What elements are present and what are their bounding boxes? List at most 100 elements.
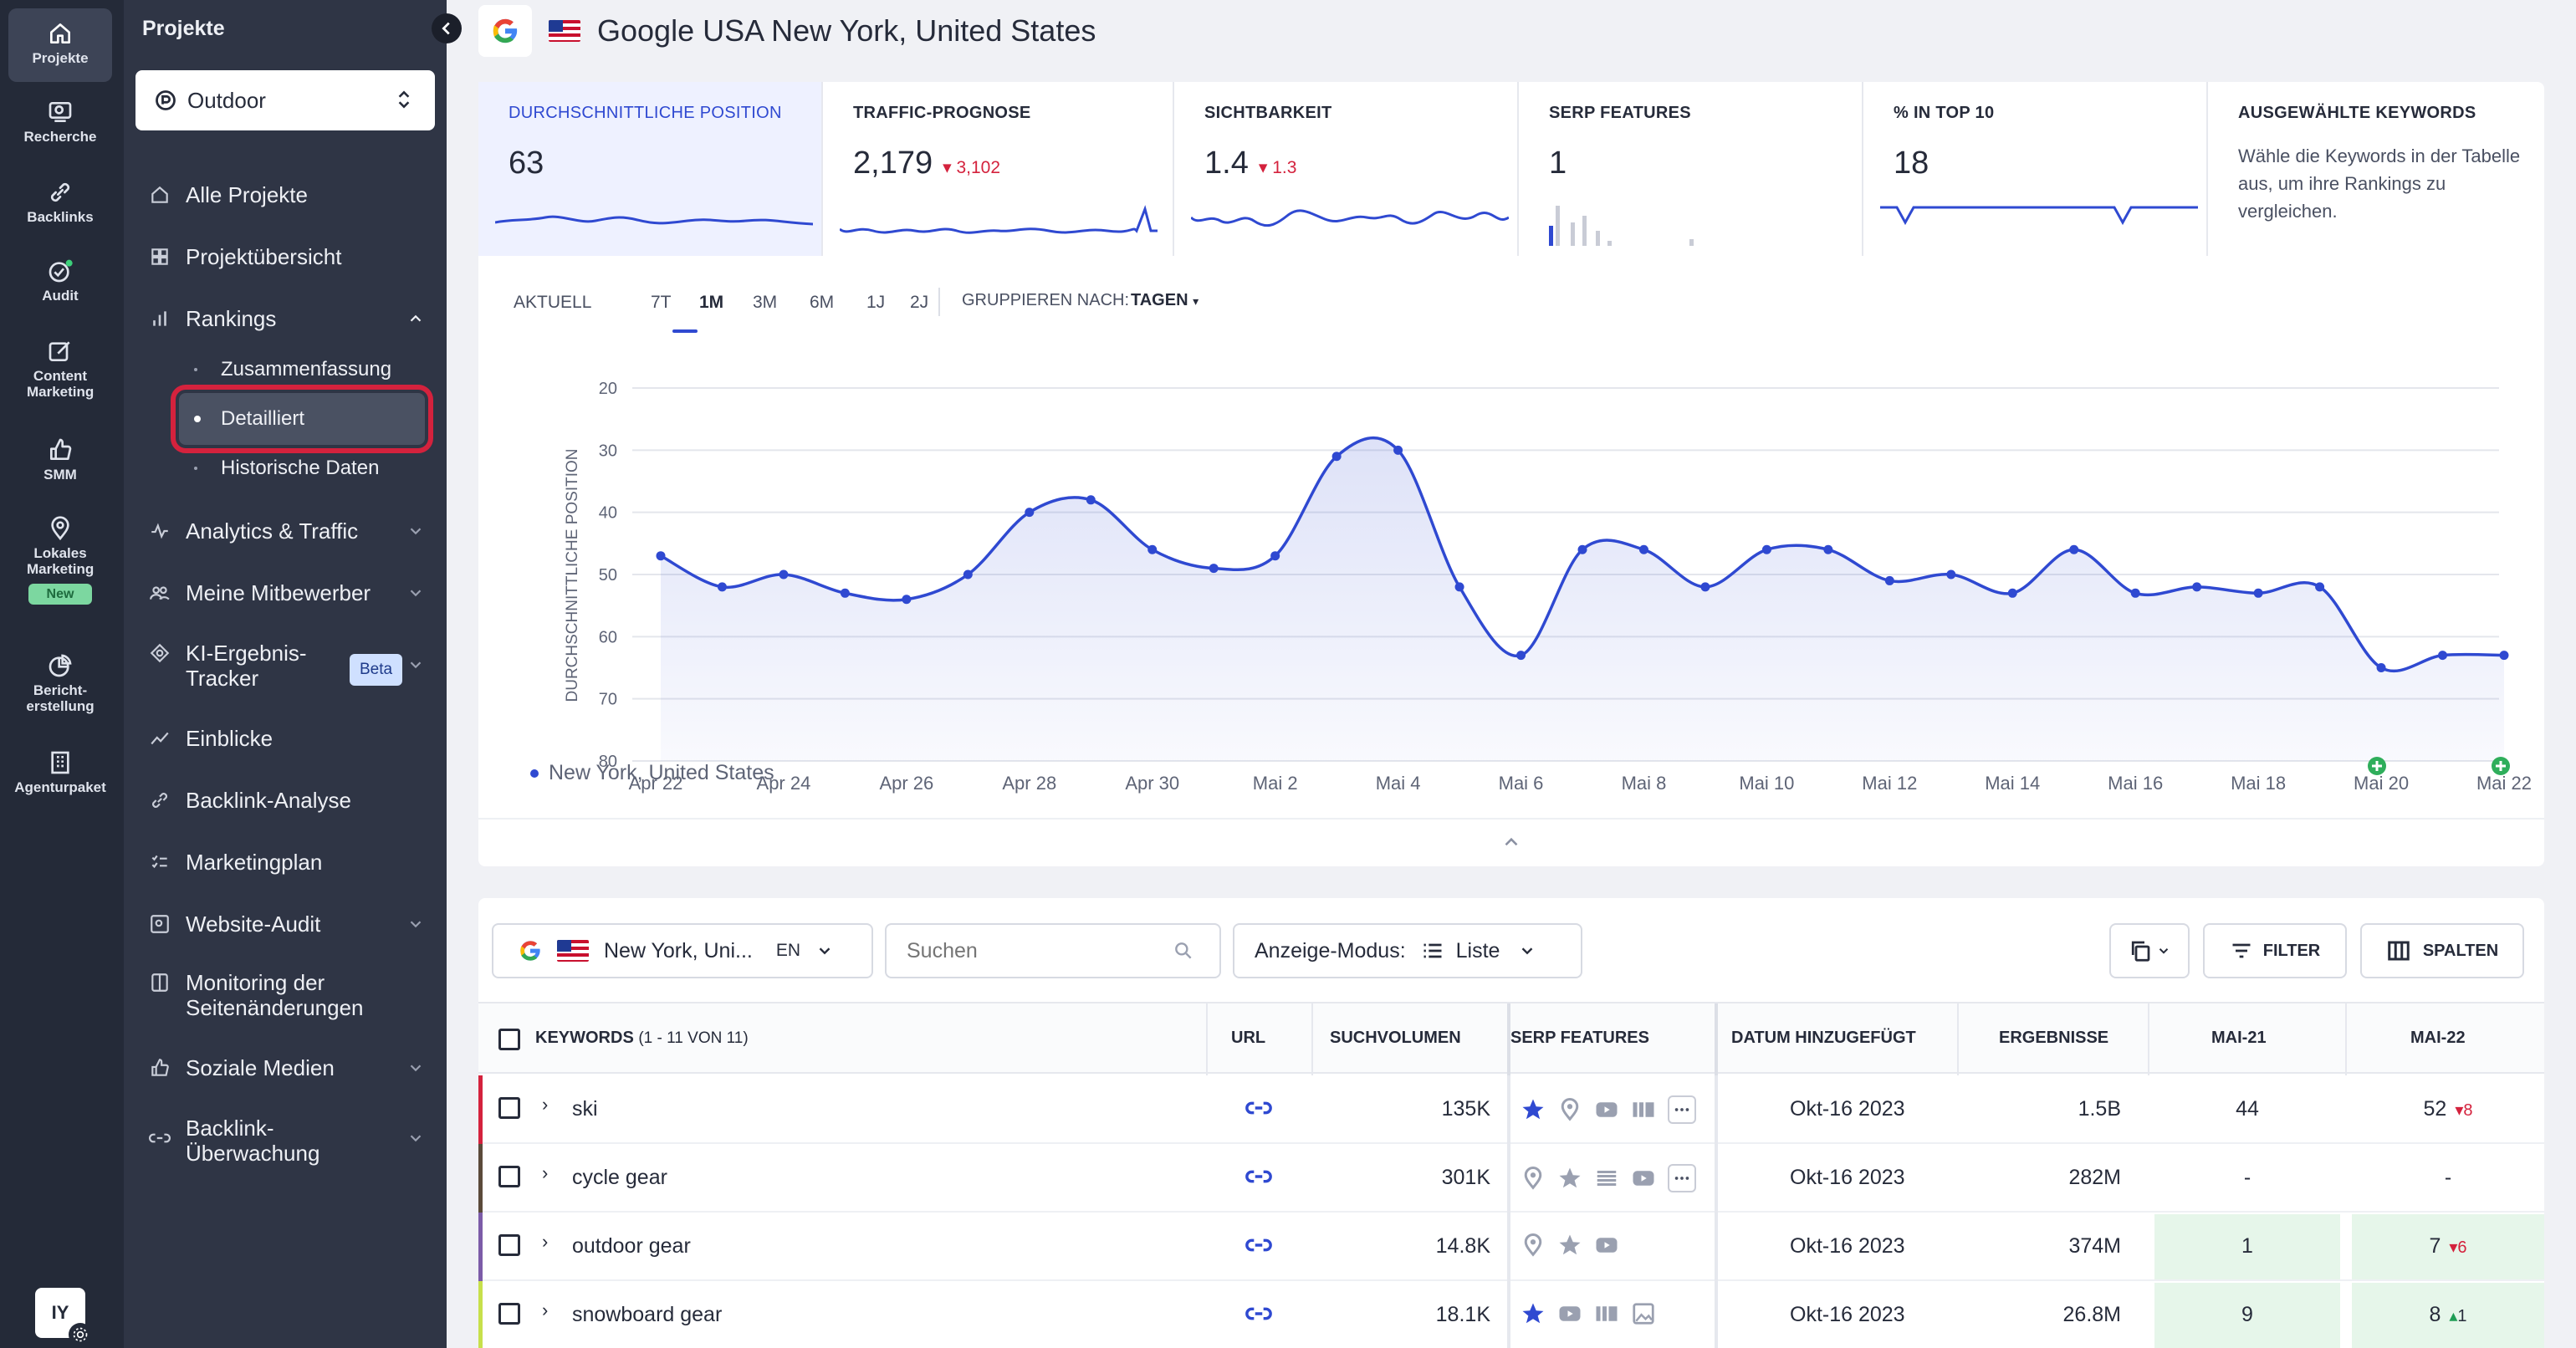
metric-delta: ▾ 1.3 (1258, 158, 1297, 177)
col-date-added[interactable]: DATUM HINZUGEFÜGT (1731, 1029, 1916, 1047)
serp-column-sep (1507, 1144, 1510, 1213)
chevron-down-icon (1522, 947, 1533, 955)
data-point (1393, 445, 1403, 455)
rail-item-audit[interactable]: Audit (8, 258, 112, 304)
nav-website-audit[interactable]: Website-Audit (149, 911, 425, 937)
search-box[interactable] (885, 923, 1221, 978)
col-volume[interactable]: SUCHVOLUMEN (1330, 1029, 1461, 1047)
rail-item-recherche[interactable]: Recherche (8, 99, 112, 145)
rail-item-projekte[interactable]: Projekte (8, 8, 112, 82)
url-link-icon[interactable] (1245, 1162, 1273, 1191)
display-mode-dropdown[interactable]: Anzeige-Modus: Liste (1233, 923, 1582, 978)
col-mai-22[interactable]: MAI-22 (2410, 1029, 2466, 1047)
location-selector[interactable]: New York, Uni... EN (492, 923, 873, 978)
more-features-button[interactable] (1668, 1095, 1696, 1124)
keyword-cell[interactable]: ski (572, 1097, 598, 1121)
chevron-down-icon (410, 661, 422, 669)
rail-item-lokales-marketing[interactable]: Lokales Marketing New (8, 515, 112, 605)
select-all-checkbox[interactable] (498, 1029, 520, 1050)
range-button-1m[interactable]: 1M (699, 293, 724, 312)
rail-item-berichterstellung[interactable]: Bericht-erstellung (8, 652, 112, 714)
us-flag-icon (557, 940, 589, 962)
y-tick-label: 60 (599, 628, 617, 646)
nav-backlink-ueberwachung[interactable]: Backlink-Überwachung (149, 1116, 425, 1166)
expand-row-chevron-icon[interactable]: › (542, 1094, 549, 1115)
nav-backlink-analyse[interactable]: Backlink-Analyse (149, 788, 425, 813)
rail-item-backlinks[interactable]: Backlinks (8, 179, 112, 225)
metric-traffic-forecast[interactable]: TRAFFIC-PROGNOSE 2,179 ▾ 3,102 (823, 82, 1174, 256)
nav-rankings[interactable]: Rankings (149, 306, 425, 331)
settings-gear-icon[interactable] (69, 1323, 92, 1346)
rank-mai-22-cell: 8 ▴1 (2429, 1303, 2467, 1326)
nav-marketingplan[interactable]: Marketingplan (149, 850, 425, 875)
more-features-button[interactable] (1668, 1164, 1696, 1192)
divider (938, 288, 940, 316)
col-mai-21[interactable]: MAI-21 (2211, 1029, 2267, 1047)
nav-sub-historische-daten[interactable]: Historische Daten (179, 455, 425, 482)
range-button-aktuell[interactable]: AKTUELL (514, 293, 592, 312)
nav-sub-detailliert[interactable]: Detailliert (171, 385, 433, 453)
keyword-cell[interactable]: snowboard gear (572, 1303, 723, 1326)
columns-button[interactable]: SPALTEN (2360, 923, 2524, 978)
row-checkbox[interactable] (498, 1303, 520, 1325)
range-button-7t[interactable]: 7T (651, 293, 672, 312)
rail-item-smm[interactable]: SMM (8, 437, 112, 483)
nav-soziale-medien[interactable]: Soziale Medien (149, 1055, 425, 1080)
range-button-3m[interactable]: 3M (753, 293, 778, 312)
chart-legend[interactable]: New York, United States (530, 761, 774, 785)
table-row[interactable]: › snowboard gear 18.1K Okt-16 2023 26.8M… (478, 1281, 2544, 1348)
bullet-icon (194, 368, 197, 371)
nav-einblicke[interactable]: Einblicke (149, 726, 425, 751)
nav-sub-zusammenfassung[interactable]: Zusammenfassung (179, 356, 425, 383)
rail-item-agenturpaket[interactable]: Agenturpaket (8, 749, 112, 795)
collapse-sidebar-button[interactable] (432, 13, 462, 43)
y-tick-label: 50 (599, 566, 617, 585)
col-keywords[interactable]: KEYWORDS (1 - 11 VON 11) (535, 1029, 749, 1047)
metric-avg-position[interactable]: DURCHSCHNITTLICHE POSITION 63 (478, 82, 823, 256)
x-tick-label: Mai 6 (1499, 773, 1544, 794)
filter-button[interactable]: FILTER (2203, 923, 2347, 978)
table-row[interactable]: › ski 135K Okt-16 2023 1.5B 44 52 ▾8 (478, 1075, 2544, 1144)
columns-label: SPALTEN (2422, 941, 2499, 960)
copy-menu-button[interactable] (2109, 923, 2190, 978)
nav-projektuebersicht[interactable]: Projektübersicht (149, 244, 425, 269)
nav-label: KI-Ergebnis-Tracker (186, 641, 307, 691)
url-link-icon[interactable] (1245, 1231, 1273, 1259)
table-row[interactable]: › cycle gear 301K Okt-16 2023 282M - - (478, 1144, 2544, 1213)
chevron-up-icon[interactable] (1500, 831, 1522, 853)
metric-in-top-10[interactable]: % IN TOP 10 18 (1863, 82, 2208, 256)
row-checkbox[interactable] (498, 1166, 520, 1187)
x-tick-label: Mai 20 (2354, 773, 2409, 794)
date-column-sep (1715, 1213, 1718, 1281)
nav-analytics-traffic[interactable]: Analytics & Traffic (149, 518, 425, 544)
col-results[interactable]: ERGEBNISSE (1999, 1029, 2109, 1047)
table-row[interactable]: › outdoor gear 14.8K Okt-16 2023 374M 1 … (478, 1213, 2544, 1281)
link-icon (152, 793, 167, 808)
metric-serp-features[interactable]: SERP FEATURES 1 (1519, 82, 1863, 256)
search-input[interactable] (905, 937, 1173, 964)
nav-meine-mitbewerber[interactable]: Meine Mitbewerber (149, 580, 425, 605)
url-link-icon[interactable] (1245, 1299, 1273, 1328)
expand-row-chevron-icon[interactable]: › (542, 1299, 549, 1320)
col-url[interactable]: URL (1231, 1029, 1266, 1047)
group-by-dropdown[interactable]: TAGEN ▾ (1131, 291, 1199, 309)
project-selector[interactable]: Outdoor (135, 70, 435, 130)
expand-row-chevron-icon[interactable]: › (542, 1231, 549, 1252)
expand-row-chevron-icon[interactable]: › (542, 1162, 549, 1183)
metric-sichtbarkeit[interactable]: SICHTBARKEIT 1.4 ▾ 1.3 (1174, 82, 1519, 256)
range-button-1j[interactable]: 1J (866, 293, 886, 312)
nav-monitoring-seitenaenderungen[interactable]: Monitoring der Seitenänderungen (149, 970, 425, 1020)
keyword-cell[interactable]: cycle gear (572, 1166, 667, 1189)
nav-ki-ergebnis-tracker[interactable]: KI-Ergebnis-Tracker Beta (149, 641, 425, 691)
row-checkbox[interactable] (498, 1234, 520, 1256)
range-button-6m[interactable]: 6M (810, 293, 835, 312)
range-button-2j[interactable]: 2J (910, 293, 929, 312)
col-serp-features[interactable]: SERP FEATURES (1510, 1029, 1649, 1047)
url-link-icon[interactable] (1245, 1094, 1273, 1122)
row-checkbox[interactable] (498, 1097, 520, 1119)
nav-alle-projekte[interactable]: Alle Projekte (149, 182, 425, 207)
project-name: Outdoor (187, 87, 266, 113)
rail-item-content-marketing[interactable]: Content Marketing (8, 338, 112, 400)
keyword-cell[interactable]: outdoor gear (572, 1234, 691, 1258)
volume-cell: 135K (1441, 1097, 1490, 1121)
